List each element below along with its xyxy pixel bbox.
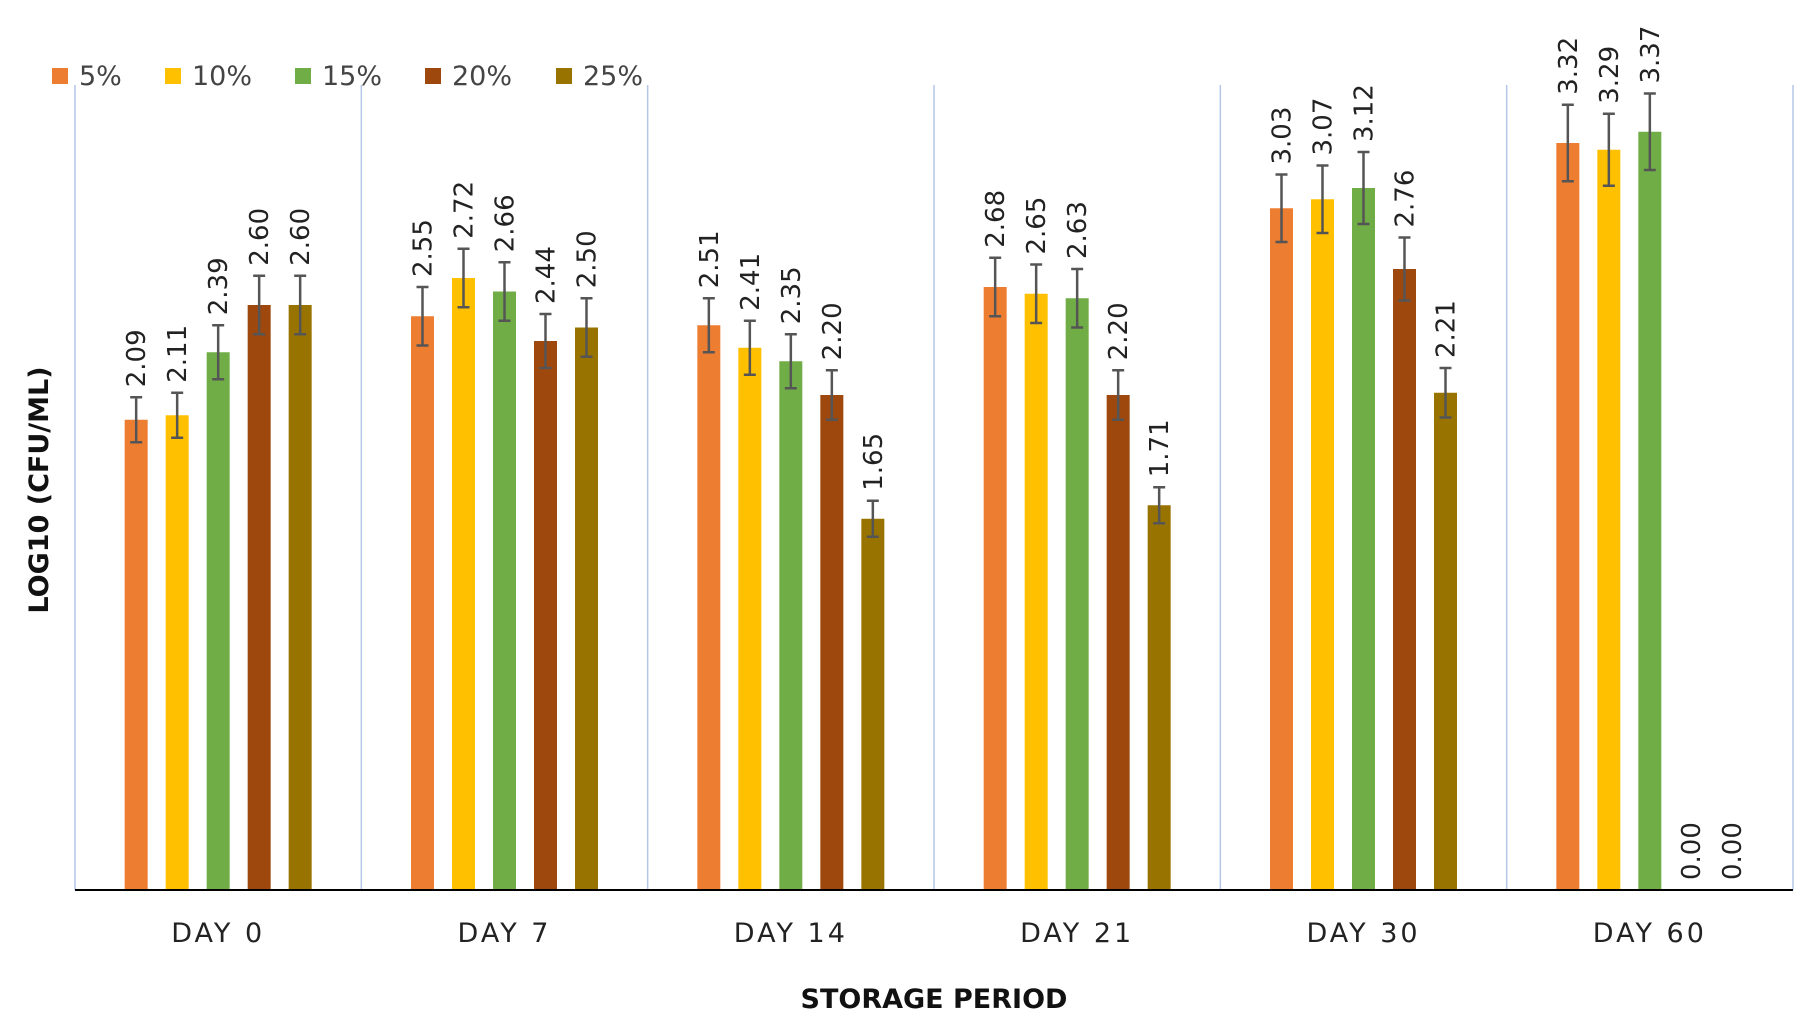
data-label: 1.65 [859,433,889,491]
bar [165,415,189,890]
data-label: 2.60 [245,208,275,266]
data-label: 2.11 [163,325,193,383]
bar [124,419,148,890]
bar [1597,149,1621,890]
bar [1434,392,1457,890]
bar [493,291,516,890]
data-label: 2.21 [1432,300,1462,358]
x-tick-labels: DAY 0 DAY 7 DAY 14 DAY 21 DAY 30 DAY 60 [171,918,1707,949]
error-bars [130,92,1656,538]
legend-swatch [556,68,572,84]
x-tick-label: DAY 14 [734,918,848,949]
legend-label: 5% [79,61,122,92]
y-axis-title: LOG10 (CFU/ML) [24,366,55,613]
bar [1106,395,1130,890]
bar [575,327,598,890]
bar [697,325,721,890]
legend-swatch [295,68,311,84]
bar [534,341,557,890]
legend-swatch [425,68,441,84]
category-separators [74,85,1794,890]
bar [247,305,271,890]
legend-label: 15% [322,61,382,92]
data-label: 3.12 [1350,84,1380,142]
x-tick-label: DAY 0 [171,918,265,949]
data-labels: 2.09 2.11 2.39 2.60 2.60 2.55 2.72 2.66 2.44 2.50… [122,26,1748,880]
data-label: 2.39 [204,257,234,315]
bar [1024,293,1048,890]
legend-label: 20% [452,61,512,92]
data-label: 2.44 [532,246,562,304]
legend-label: 10% [192,61,252,92]
bar [1311,199,1334,890]
data-label: 3.32 [1554,37,1584,95]
legend: 5% 10% 15% 20% 25% [52,61,643,92]
bar [1556,143,1580,890]
data-label: 2.65 [1022,197,1052,255]
legend-swatch [165,68,181,84]
bar [861,518,885,890]
data-label: 2.20 [818,302,848,360]
data-label: 2.35 [777,266,807,324]
data-label: 2.09 [122,329,152,387]
bar [779,361,803,890]
x-tick-label: DAY 7 [458,918,552,949]
bar [1638,131,1662,890]
bar [1393,269,1416,890]
data-label: 2.55 [409,219,439,277]
bar [452,278,475,890]
legend-label: 25% [583,61,643,92]
data-label: 2.41 [736,253,766,311]
bar [1270,208,1293,890]
data-label: 2.50 [573,230,603,288]
data-label: 2.66 [491,194,521,252]
bar [820,395,844,890]
bar [206,352,230,890]
data-label: 2.63 [1063,201,1093,259]
bar [738,347,762,890]
data-label: 2.20 [1104,302,1134,360]
bars [124,131,1662,890]
data-label: 2.76 [1391,170,1421,228]
data-label: 3.29 [1595,46,1625,104]
bar [983,287,1007,890]
data-label: 3.37 [1636,26,1666,84]
data-label: 0.00 [1718,822,1748,880]
bar [288,305,312,890]
bar [1065,298,1089,890]
data-label: 2.68 [981,190,1011,248]
data-label: 2.60 [286,208,316,266]
legend-swatch [52,68,68,84]
data-label: 3.03 [1268,107,1298,165]
data-label: 2.72 [450,181,480,239]
bar [1352,188,1375,890]
data-label: 0.00 [1677,822,1707,880]
x-tick-label: DAY 60 [1593,918,1707,949]
data-label: 3.07 [1309,98,1339,156]
x-tick-label: DAY 21 [1020,918,1134,949]
x-tick-label: DAY 30 [1306,918,1420,949]
x-axis-title: STORAGE PERIOD [801,984,1068,1015]
data-label: 1.71 [1145,419,1175,477]
bar [411,316,434,890]
bar [1147,505,1171,890]
data-label: 2.51 [695,230,725,288]
